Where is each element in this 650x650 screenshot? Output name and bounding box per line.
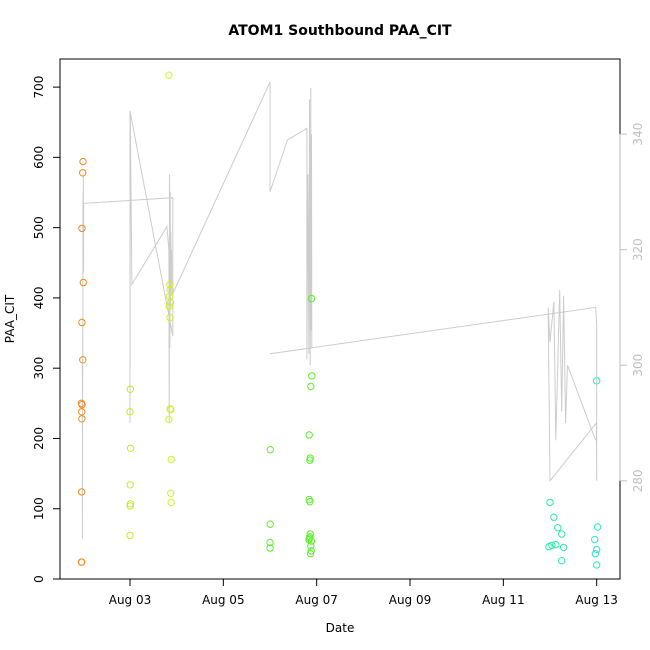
- data-points-group: [77, 71, 602, 569]
- data-point: [165, 415, 173, 424]
- data-point: [591, 550, 600, 558]
- y-tick-label: 500: [32, 216, 46, 239]
- data-point: [78, 408, 86, 416]
- y2-tick-label: 320: [631, 238, 645, 261]
- data-point: [305, 431, 313, 439]
- plot-frame: [59, 58, 621, 580]
- data-point: [266, 544, 274, 552]
- y2-tick-label: 300: [631, 354, 645, 377]
- data-point: [266, 538, 274, 547]
- data-point: [77, 399, 86, 407]
- data-point: [78, 415, 86, 423]
- data-point: [559, 543, 568, 552]
- data-point: [266, 520, 274, 528]
- data-point: [593, 545, 601, 554]
- data-point: [306, 530, 314, 538]
- y2-tick-label: 280: [631, 469, 645, 492]
- data-point: [306, 498, 314, 506]
- data-point: [167, 498, 175, 507]
- data-point: [593, 523, 602, 531]
- data-point: [307, 382, 315, 391]
- data-point: [167, 455, 176, 464]
- data-point: [307, 542, 315, 550]
- x-tick-label: Aug 07: [295, 593, 338, 607]
- secondary-series-line: [81, 81, 598, 539]
- y-axis-right: 280 300 320 340: [619, 123, 645, 492]
- secondary-series-line-group: [81, 81, 598, 539]
- data-point: [558, 530, 566, 538]
- data-point: [165, 302, 173, 311]
- data-point: [593, 561, 601, 569]
- y-tick-label: 300: [32, 357, 46, 380]
- data-point: [78, 318, 86, 327]
- data-point: [166, 285, 174, 294]
- data-point: [79, 157, 87, 166]
- data-point: [591, 535, 599, 544]
- data-point: [126, 531, 134, 540]
- data-point: [126, 481, 134, 489]
- data-point: [307, 547, 315, 555]
- data-point: [166, 405, 174, 413]
- data-point: [306, 550, 315, 558]
- data-point: [165, 292, 174, 301]
- data-point: [79, 169, 87, 177]
- x-axis-label: Date: [326, 621, 355, 635]
- data-point: [306, 454, 314, 462]
- y-tick-label: 600: [32, 146, 46, 169]
- y-tick-label: 200: [32, 427, 46, 450]
- data-point: [78, 224, 86, 233]
- data-point: [166, 313, 174, 322]
- data-point: [167, 489, 175, 497]
- data-point: [77, 488, 86, 496]
- data-point: [79, 356, 87, 364]
- data-point: [593, 377, 601, 385]
- y-tick-label: 400: [32, 286, 46, 309]
- data-point: [545, 543, 553, 551]
- chart-title: ATOM1 Southbound PAA_CIT: [228, 23, 452, 39]
- x-axis: Aug 03 Aug 05 Aug 07 Aug 09 Aug 11 Aug 13: [109, 578, 618, 607]
- data-point: [167, 405, 175, 414]
- x-tick-label: Aug 11: [482, 593, 525, 607]
- data-point: [307, 537, 316, 545]
- x-tick-label: Aug 03: [109, 593, 152, 607]
- data-point: [550, 513, 558, 521]
- x-tick-label: Aug 09: [389, 593, 432, 607]
- data-point: [552, 540, 560, 549]
- data-point: [165, 71, 173, 79]
- data-point: [79, 278, 88, 287]
- y-tick-label: 700: [32, 76, 46, 99]
- x-tick-label: Aug 13: [575, 593, 618, 607]
- x-tick-label: Aug 05: [202, 593, 245, 607]
- data-point: [558, 557, 566, 565]
- data-point: [78, 558, 86, 566]
- data-point: [126, 408, 134, 416]
- data-point: [166, 280, 174, 289]
- data-point: [554, 524, 562, 532]
- y2-tick-label: 340: [631, 123, 645, 146]
- data-point: [546, 498, 554, 507]
- data-point: [307, 294, 316, 303]
- y-axis-left: 0 100 200 300 400 500 600 700: [32, 76, 61, 583]
- data-point: [126, 500, 135, 508]
- y-axis-label: PAA_CIT: [3, 294, 17, 343]
- y-tick-label: 0: [32, 575, 46, 583]
- data-point: [308, 372, 316, 380]
- data-point: [126, 385, 135, 393]
- data-point: [266, 446, 274, 454]
- data-point: [126, 444, 135, 452]
- y-tick-label: 100: [32, 497, 46, 520]
- data-point: [306, 533, 314, 541]
